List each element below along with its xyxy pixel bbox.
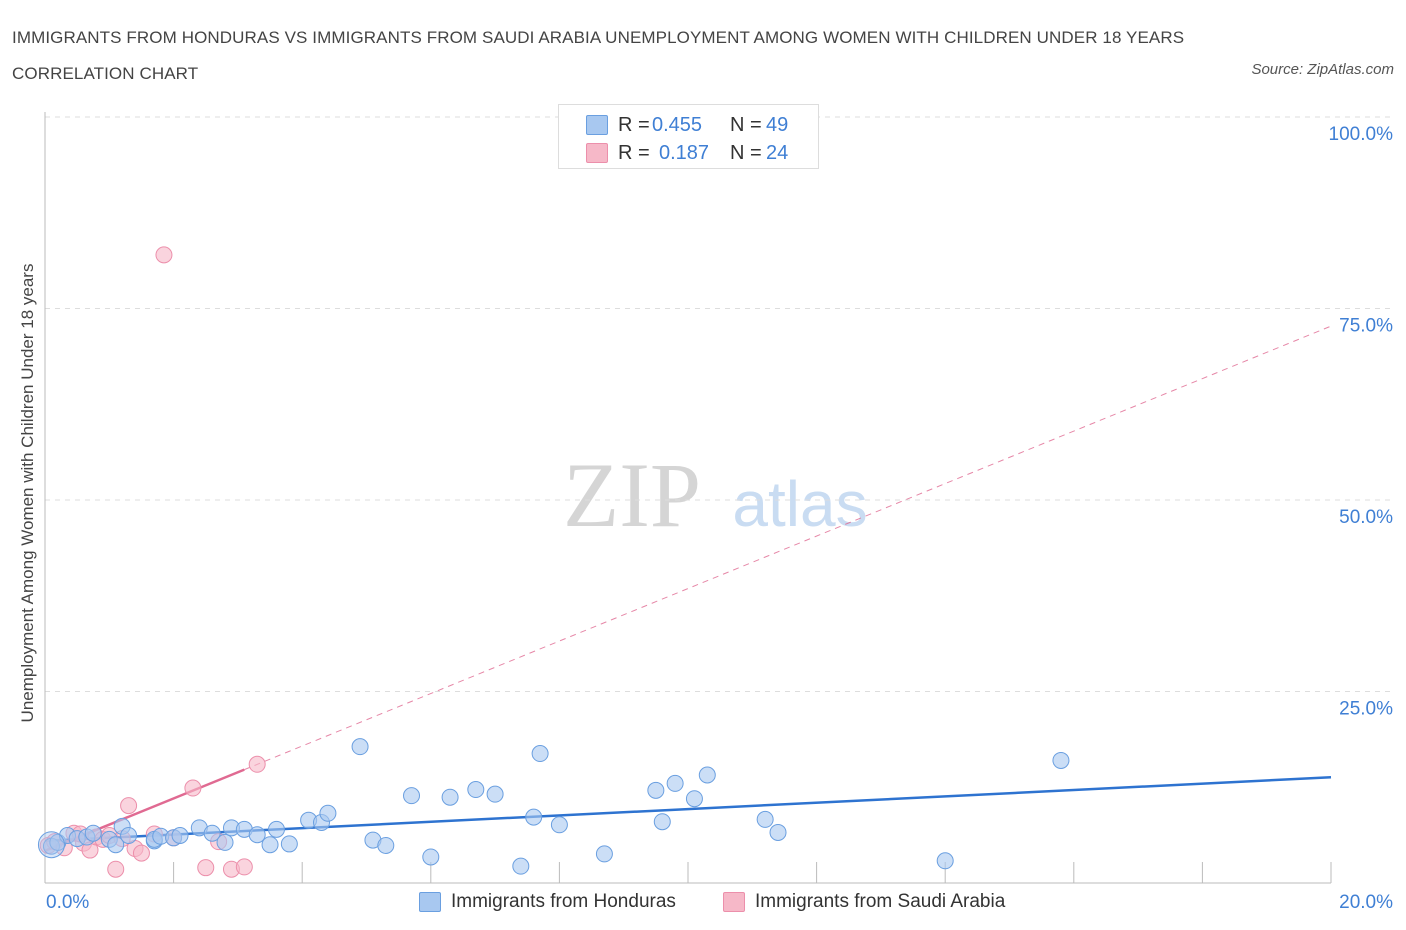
saudi-point <box>107 860 125 878</box>
honduras-point <box>280 835 298 853</box>
bottom-saudi-label: Immigrants from Saudi Arabia <box>755 891 1006 912</box>
honduras-point <box>467 781 485 799</box>
honduras-point <box>216 833 234 851</box>
watermark-zip: ZIP <box>563 444 701 546</box>
honduras-point <box>769 823 787 841</box>
saudi-swatch <box>586 143 608 163</box>
honduras-swatch <box>586 115 608 135</box>
honduras-point <box>422 848 440 866</box>
honduras-point <box>666 774 684 792</box>
honduras-point <box>486 785 504 803</box>
honduras-r-label: R = <box>618 114 650 136</box>
honduras-point <box>267 820 285 838</box>
x-axis-ticks <box>44 862 1332 883</box>
honduras-point <box>531 745 549 763</box>
legend-row-honduras: R = 0.455 N = 49 <box>559 111 818 139</box>
honduras-point <box>698 766 716 784</box>
saudi-n-value: 24 <box>766 142 789 164</box>
saudi-points <box>39 246 266 878</box>
legend-row-saudi: R = 0.187 N = 24 <box>559 139 818 167</box>
honduras-point <box>84 824 102 842</box>
saudi-point <box>120 797 138 815</box>
honduras-point <box>1052 751 1070 769</box>
correlation-legend: R = 0.455 N = 49 R = 0.187 N = 24 <box>558 104 819 169</box>
saudi-r-label: R = <box>618 142 650 164</box>
honduras-point <box>120 827 138 845</box>
honduras-point <box>377 836 395 854</box>
honduras-n-value: 49 <box>766 114 789 136</box>
honduras-point <box>441 788 459 806</box>
honduras-n-label: N = <box>730 114 762 136</box>
saudi-point <box>248 755 266 773</box>
saudi-point <box>155 246 173 264</box>
honduras-point <box>685 790 703 808</box>
watermark-atlas: atlas <box>732 468 867 540</box>
y-tick-label: 75.0% <box>1339 316 1393 337</box>
x-axis-tick-labels: 0.0% 20.0% <box>46 892 1393 913</box>
honduras-point <box>756 810 774 828</box>
honduras-point <box>550 816 568 834</box>
trend-lines <box>44 325 1332 852</box>
honduras-r-value: 0.455 <box>652 114 703 136</box>
x-tick-label-start: 0.0% <box>46 892 89 913</box>
honduras-point <box>403 787 421 805</box>
honduras-point <box>653 813 671 831</box>
honduras-point <box>936 852 954 870</box>
chart-title: IMMIGRANTS FROM HONDURAS VS IMMIGRANTS F… <box>12 28 1185 83</box>
honduras-point <box>319 804 337 822</box>
saudi-point <box>132 844 150 862</box>
honduras-point <box>595 845 613 863</box>
bottom-honduras-label: Immigrants from Honduras <box>451 891 676 912</box>
y-tick-label: 50.0% <box>1339 507 1393 528</box>
honduras-point <box>248 826 266 844</box>
y-tick-label: 100.0% <box>1329 124 1394 145</box>
watermark: ZIP atlas <box>563 444 868 546</box>
saudi-point <box>184 779 202 797</box>
honduras-point <box>351 738 369 756</box>
honduras-point <box>107 836 125 854</box>
grid-lines <box>45 116 1391 692</box>
saudi-n-label: N = <box>730 142 762 164</box>
honduras-cluster-point <box>37 831 65 859</box>
y-axis-label: Unemployment Among Women with Children U… <box>18 263 37 723</box>
honduras-points <box>37 738 1070 875</box>
honduras-point <box>261 836 279 854</box>
saudi-trend-extension <box>244 325 1332 771</box>
honduras-point <box>525 808 543 826</box>
y-tick-label: 25.0% <box>1339 699 1393 720</box>
saudi-point <box>235 858 253 876</box>
y-axis-tick-labels: 25.0% 50.0% 75.0% 100.0% <box>1329 124 1394 720</box>
x-tick-label-end: 20.0% <box>1339 892 1393 913</box>
bottom-saudi-swatch <box>723 892 745 912</box>
honduras-point <box>203 824 221 842</box>
honduras-point <box>647 781 665 799</box>
saudi-point <box>197 859 215 877</box>
source-credit: Source: ZipAtlas.com <box>1251 61 1394 78</box>
honduras-point <box>512 857 530 875</box>
honduras-point <box>171 827 189 845</box>
bottom-honduras-swatch <box>419 892 441 912</box>
saudi-r-value: 0.187 <box>659 142 710 164</box>
